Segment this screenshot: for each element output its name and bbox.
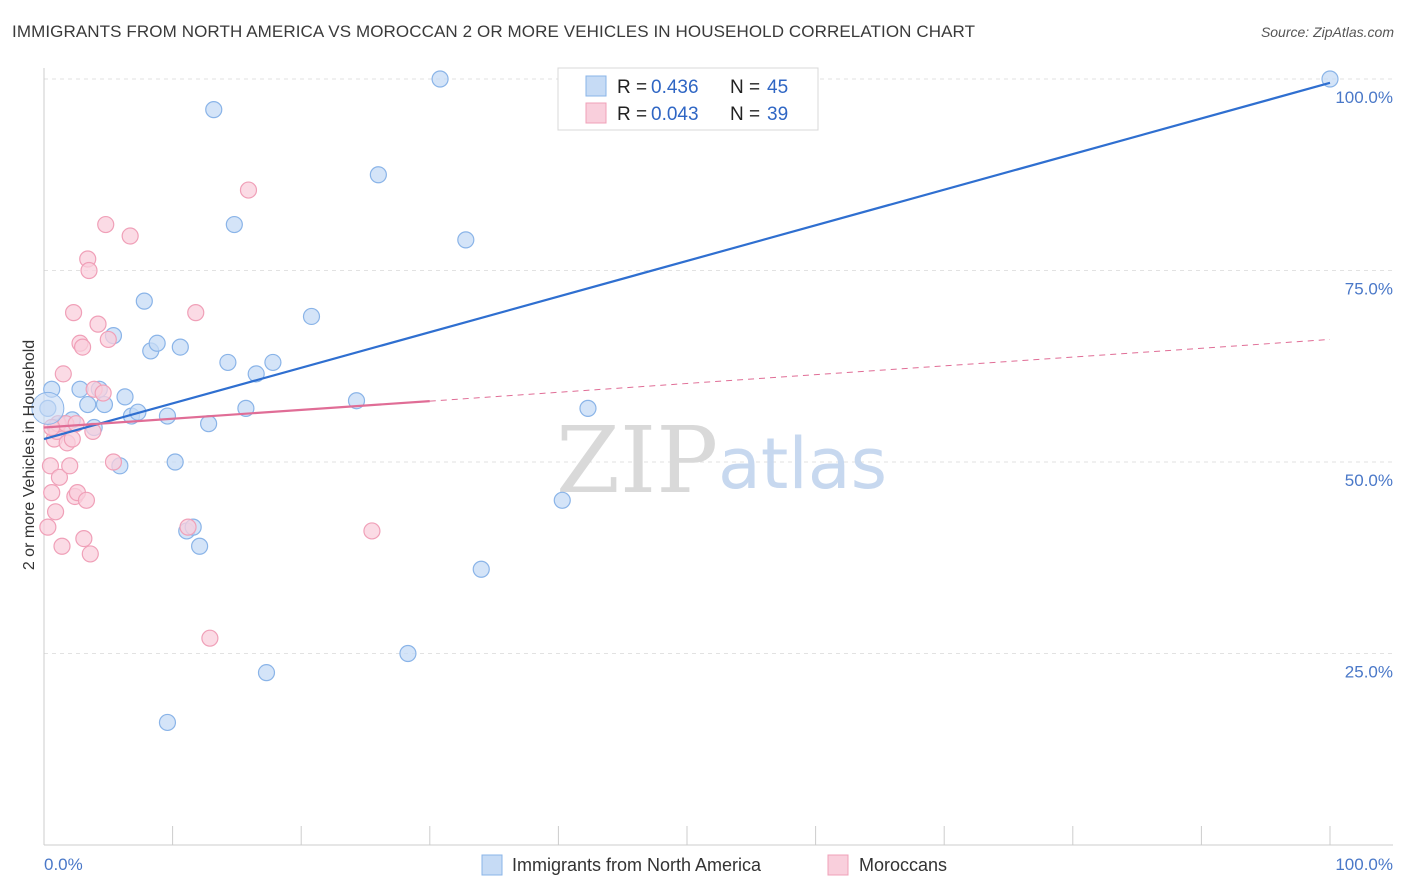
north-america-point	[148, 334, 166, 352]
moroccans-point	[46, 503, 65, 521]
north-america-point	[219, 353, 237, 372]
moroccans-point	[64, 304, 83, 322]
y-axis-label: 2 or more Vehicles in Household	[21, 340, 38, 570]
moroccans-point	[73, 338, 92, 356]
moroccans-point	[201, 629, 219, 647]
north-america-point	[200, 415, 218, 433]
north-america-point	[191, 537, 209, 555]
north-america-point	[116, 388, 134, 406]
legend-label-north-america: Immigrants from North America	[512, 855, 762, 875]
north-america-point	[553, 491, 571, 509]
moroccans-point	[50, 468, 69, 486]
watermark: ZIP atlas	[556, 407, 887, 514]
moroccans-point	[179, 518, 197, 536]
stats-swatch-north-america	[585, 75, 607, 97]
stats-r-label-1: R =	[617, 77, 647, 98]
chart-title: IMMIGRANTS FROM NORTH AMERICA VS MOROCCA…	[12, 22, 976, 41]
moroccans-point	[80, 261, 98, 280]
data-points	[31, 70, 1339, 732]
moroccans-trend-extension	[429, 338, 1331, 402]
moroccans-point	[39, 518, 57, 536]
moroccans-point	[41, 457, 60, 475]
north-america-point	[431, 70, 449, 88]
stats-n-value-2: 39	[767, 104, 788, 125]
watermark-atlas: atlas	[718, 423, 887, 505]
y-tick-label-50: 50.0%	[1345, 471, 1393, 490]
moroccans-point	[97, 215, 115, 234]
north-america-point	[369, 166, 387, 184]
moroccans-point	[77, 491, 96, 509]
moroccans-point	[61, 457, 79, 475]
moroccans-point	[187, 304, 205, 322]
y-tick-label-100: 100.0%	[1335, 88, 1393, 107]
moroccans-point	[104, 453, 123, 471]
north-america-point	[205, 101, 223, 119]
moroccans-point	[121, 227, 139, 245]
y-tick-labels: 25.0% 50.0% 75.0% 100.0%	[1335, 88, 1393, 682]
north-america-point	[347, 392, 366, 410]
north-america-point	[79, 395, 97, 414]
north-america-point	[302, 307, 321, 326]
source-label: Source: ZipAtlas.com	[1260, 24, 1394, 40]
moroccans-point	[54, 365, 72, 383]
north-america-trend-line	[43, 81, 1331, 441]
watermark-zip: ZIP	[556, 407, 718, 514]
y-tick-label-75: 75.0%	[1345, 280, 1393, 299]
moroccans-point	[75, 529, 93, 548]
north-america-point-cluster	[31, 391, 65, 425]
stats-r-label-2: R =	[617, 104, 647, 125]
trend-lines	[43, 81, 1331, 441]
stats-legend: R = 0.436 N = 45 R = 0.043 N = 39	[557, 67, 819, 131]
north-america-point	[457, 231, 475, 249]
axes	[43, 68, 1393, 846]
north-america-point	[171, 338, 189, 356]
grid-lines	[44, 78, 1393, 654]
north-america-point	[264, 353, 282, 372]
stats-r-value-1: 0.436	[651, 77, 699, 98]
x-tick-label-max: 100.0%	[1335, 855, 1393, 874]
x-tick-label-min: 0.0%	[44, 855, 83, 874]
north-america-point	[135, 292, 153, 310]
legend-swatch-moroccans	[827, 854, 849, 876]
stats-swatch-moroccans	[585, 102, 607, 124]
north-america-point	[579, 399, 597, 417]
stats-n-label-2: N =	[730, 104, 760, 125]
legend-swatch-north-america	[481, 854, 503, 876]
moroccans-point	[239, 181, 258, 199]
y-tick-label-25: 25.0%	[1345, 663, 1393, 682]
moroccans-point	[363, 522, 381, 540]
north-america-point	[166, 453, 184, 471]
moroccans-point	[94, 384, 112, 402]
north-america-point	[257, 664, 276, 682]
north-america-point	[399, 644, 417, 663]
x-tick-labels: 0.0% 100.0%	[44, 855, 1393, 874]
north-america-point	[225, 215, 243, 234]
north-america-point	[472, 560, 490, 578]
moroccans-point	[43, 484, 61, 502]
stats-r-value-2: 0.043	[651, 104, 699, 125]
moroccans-point	[81, 545, 99, 563]
legend-label-moroccans: Moroccans	[859, 855, 947, 875]
stats-n-label-1: N =	[730, 77, 760, 98]
moroccans-point	[89, 315, 107, 333]
north-america-point	[158, 713, 177, 732]
moroccans-trend-line	[43, 400, 430, 429]
stats-n-value-1: 45	[767, 77, 788, 98]
moroccans-point	[53, 537, 71, 555]
north-america-point	[158, 407, 177, 425]
moroccans-point	[99, 330, 117, 349]
north-america-point	[247, 365, 265, 383]
series-legend: Immigrants from North America Moroccans	[481, 854, 947, 876]
